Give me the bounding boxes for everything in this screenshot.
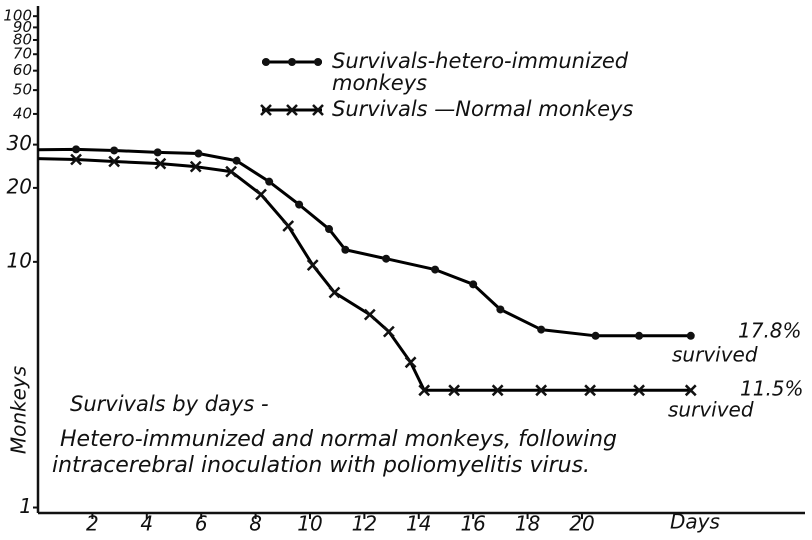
point	[255, 188, 267, 201]
point	[232, 156, 241, 165]
x-tick-label: 4	[140, 512, 153, 536]
annotation: intracerebral inoculation with poliomyel…	[52, 453, 590, 478]
x-tick-label: 14	[406, 512, 431, 536]
point	[110, 146, 119, 155]
annotation: Survivals by days -	[70, 392, 269, 416]
point	[584, 384, 597, 397]
point	[633, 384, 645, 397]
y-tick-label: 1	[19, 494, 32, 518]
point	[684, 384, 697, 397]
x-tick-label: 2	[86, 512, 99, 536]
annotation: survived	[672, 343, 758, 367]
x-tick-label: 10	[297, 512, 322, 536]
x-tick-label: 18	[515, 512, 540, 536]
point	[431, 265, 440, 274]
y-axis-label: Monkeys	[7, 366, 31, 454]
point	[108, 155, 121, 168]
y-tick-label: 50	[13, 81, 32, 99]
legend-entry: Survivals —Normal monkeys	[332, 98, 634, 121]
point	[382, 254, 391, 263]
point	[496, 305, 505, 314]
point	[635, 331, 644, 340]
point	[282, 220, 295, 232]
point	[154, 157, 167, 170]
point	[341, 245, 350, 254]
point	[70, 153, 82, 166]
y-tick-label: 70	[13, 45, 32, 63]
point	[265, 177, 274, 186]
point	[194, 149, 203, 158]
point	[306, 259, 319, 271]
y-tick-label: 90	[13, 18, 32, 36]
annotation: 17.8%	[738, 319, 802, 343]
annotation: Hetero-immunized and normal monkeys, fol…	[60, 427, 617, 452]
x-tick-label: 20	[569, 512, 594, 536]
y-tick-label: 20	[7, 174, 32, 198]
annotation: survived	[668, 398, 754, 422]
x-tick-label: 6	[195, 512, 208, 536]
point	[418, 384, 431, 397]
y-tick-label: 80	[13, 30, 32, 48]
series-line	[37, 147, 691, 338]
point	[382, 325, 395, 338]
y-tick-label: 40	[13, 104, 32, 122]
legend-entry: Survivals-hetero-immunized monkeys	[332, 50, 629, 95]
point	[325, 225, 334, 234]
x-tick-label: 8	[249, 512, 262, 536]
series-line	[37, 157, 691, 392]
point	[363, 308, 376, 321]
legend-marker	[262, 58, 270, 66]
point	[537, 325, 546, 334]
point	[295, 200, 304, 209]
point	[153, 148, 162, 157]
point	[225, 165, 237, 178]
point	[491, 384, 504, 397]
point	[448, 384, 461, 397]
y-tick-label: 10	[7, 248, 32, 272]
point	[72, 145, 81, 154]
x-axis-label: Days	[670, 510, 720, 534]
x-tick-label: 12	[352, 512, 377, 536]
legend-marker	[312, 104, 324, 116]
point	[328, 286, 341, 299]
y-tick-label: 100	[3, 7, 32, 25]
legend-marker	[288, 58, 296, 66]
legend-marker	[260, 104, 272, 116]
x-tick-label: 16	[460, 512, 485, 536]
point	[404, 356, 417, 369]
legend-marker	[314, 58, 322, 66]
point	[469, 280, 478, 289]
point	[591, 331, 600, 340]
point	[189, 160, 202, 173]
legend-marker	[286, 104, 298, 116]
point	[686, 331, 695, 340]
y-tick-label: 30	[7, 131, 32, 155]
y-tick-label: 60	[13, 61, 32, 79]
point	[535, 384, 548, 397]
annotation: 11.5%	[740, 377, 804, 401]
legend-label: Survivals —Normal monkeys	[332, 98, 634, 121]
legend-label: Survivals-hetero-immunized monkeys	[332, 50, 629, 95]
